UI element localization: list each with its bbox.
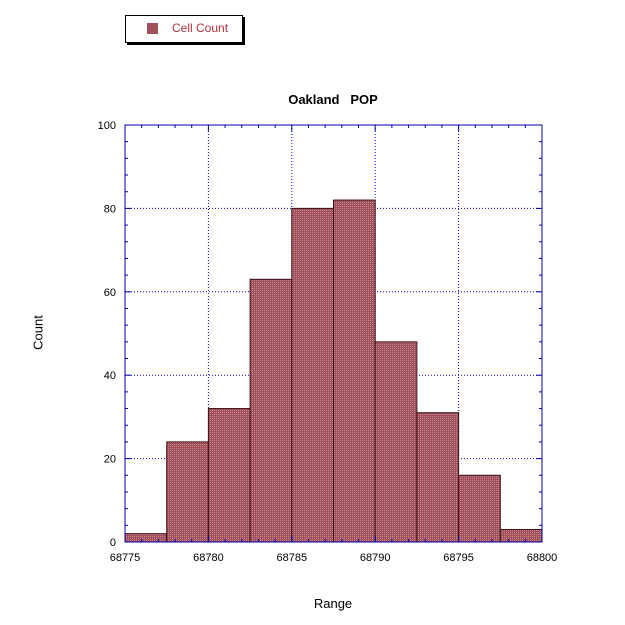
histogram-bar <box>124 533 168 543</box>
histogram-bar <box>458 474 501 543</box>
x-tick-label: 68790 <box>360 552 391 564</box>
chart-title: Oakland POP <box>288 92 378 107</box>
y-tick-label: 40 <box>104 370 116 382</box>
legend-label: Cell Count <box>172 21 229 35</box>
histogram-bar <box>374 341 418 543</box>
bars <box>124 199 543 543</box>
tick-labels: 0 20 40 60 80 100 68775 68780 68785 68790 68795 688… <box>98 120 558 564</box>
y-tick-label: 100 <box>98 120 116 132</box>
histogram-bar <box>291 207 334 543</box>
histogram-bar <box>499 528 543 543</box>
x-tick-label: 68785 <box>277 552 308 564</box>
x-tick-label: 68800 <box>527 552 558 564</box>
legend-swatch <box>147 23 158 34</box>
x-tick-label: 68780 <box>193 552 224 564</box>
y-tick-label: 60 <box>104 287 116 299</box>
y-tick-label: 20 <box>104 454 116 466</box>
plot-frame <box>124 124 543 543</box>
histogram-bar <box>333 199 376 543</box>
y-axis-label: Count <box>30 315 46 350</box>
histogram-bar <box>207 408 251 543</box>
histogram-bar <box>166 441 209 543</box>
histogram-bar <box>416 412 460 543</box>
x-tick-label: 68795 <box>443 552 474 564</box>
x-tick-label: 68775 <box>110 552 141 564</box>
y-tick-label: 0 <box>110 537 116 549</box>
legend: Cell Count <box>125 15 243 43</box>
x-axis-label: Range <box>313 596 353 611</box>
axes <box>124 124 543 543</box>
y-tick-label: 80 <box>104 203 116 215</box>
histogram-bar <box>249 278 293 543</box>
